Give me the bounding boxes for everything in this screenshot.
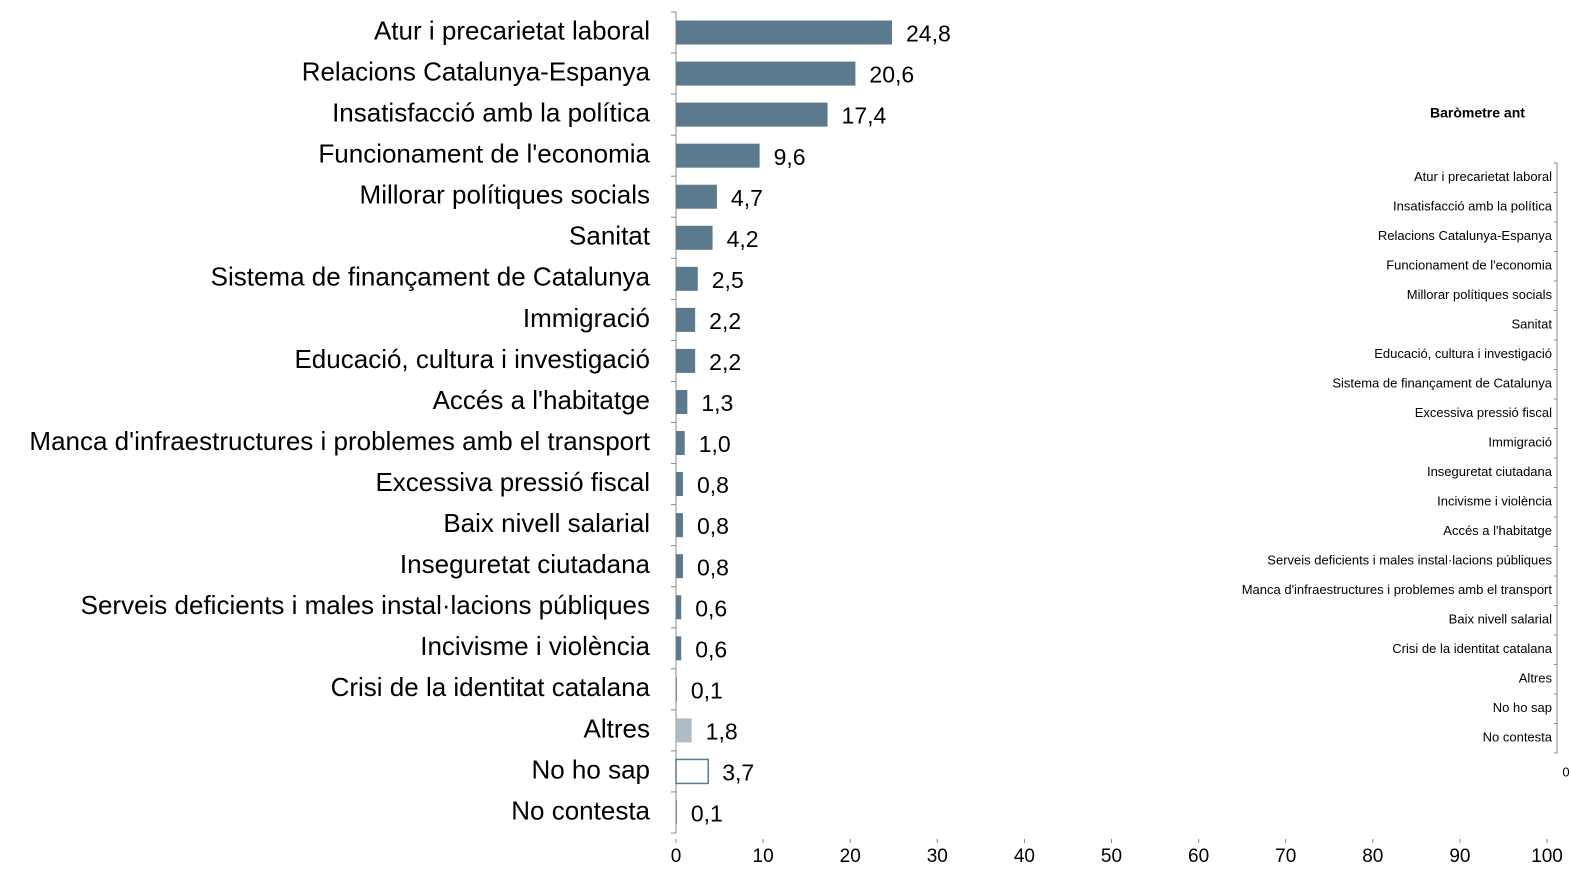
bar bbox=[676, 184, 717, 209]
category-label: Sistema de finançament de Catalunya bbox=[211, 262, 651, 292]
category-label: Incivisme i violència bbox=[1437, 494, 1553, 509]
x-tick-label: 10 bbox=[753, 846, 774, 867]
category-label: Accés a l'habitatge bbox=[433, 385, 650, 415]
category-label: Atur i precarietat laboral bbox=[1414, 169, 1552, 184]
value-label: 20,6 bbox=[869, 62, 914, 88]
value-label: 24,8 bbox=[906, 21, 951, 47]
category-label: Sanitat bbox=[569, 221, 651, 251]
category-label: Atur i precarietat laboral bbox=[374, 15, 650, 45]
bar bbox=[676, 513, 683, 538]
value-label: 2,2 bbox=[709, 308, 741, 334]
bar bbox=[676, 389, 688, 414]
x-tick-label: 40 bbox=[1014, 846, 1035, 867]
x-tick-label: 50 bbox=[1101, 846, 1122, 867]
category-label: Insatisfacció amb la política bbox=[1393, 199, 1553, 214]
category-label: Inseguretat ciutadana bbox=[1427, 464, 1553, 479]
x-tick-label: 30 bbox=[927, 846, 948, 867]
bar bbox=[676, 636, 682, 661]
bar bbox=[676, 61, 856, 86]
x-tick-label: 0 bbox=[1562, 764, 1569, 779]
chart-title: Baròmetre ant bbox=[1430, 105, 1525, 121]
category-label: Funcionament de l'economia bbox=[1386, 258, 1553, 273]
bar bbox=[675, 758, 709, 785]
bar bbox=[676, 266, 698, 291]
value-label: 17,4 bbox=[842, 103, 887, 129]
bar bbox=[676, 431, 685, 456]
category-label: Manca d'infraestructures i problemes amb… bbox=[1242, 582, 1553, 597]
x-tick-label: 90 bbox=[1449, 846, 1470, 867]
category-label: Millorar polítiques socials bbox=[360, 180, 650, 210]
category-label: Altres bbox=[584, 713, 650, 743]
bar bbox=[676, 554, 683, 579]
bar bbox=[676, 102, 828, 127]
category-label: Millorar polítiques socials bbox=[1407, 287, 1553, 302]
value-label: 9,6 bbox=[774, 144, 806, 170]
value-label: 4,2 bbox=[727, 226, 759, 252]
value-label: 2,2 bbox=[709, 349, 741, 375]
category-label: Educació, cultura i investigació bbox=[1374, 346, 1552, 361]
bar bbox=[676, 595, 682, 620]
category-label: Immigració bbox=[1488, 435, 1552, 450]
bar bbox=[676, 348, 696, 373]
category-label: Altres bbox=[1519, 671, 1553, 686]
value-label: 0,8 bbox=[697, 554, 729, 580]
value-label: 3,7 bbox=[722, 760, 754, 786]
value-label: 0,8 bbox=[697, 513, 729, 539]
bar bbox=[676, 225, 713, 250]
category-label: Sanitat bbox=[1512, 317, 1553, 332]
value-label: 1,0 bbox=[699, 431, 731, 457]
bar bbox=[676, 472, 683, 497]
category-label: Manca d'infraestructures i problemes amb… bbox=[29, 426, 650, 456]
value-label: 0,6 bbox=[695, 595, 727, 621]
x-tick-label: 0 bbox=[671, 846, 682, 867]
x-tick-label: 70 bbox=[1275, 846, 1296, 867]
category-label: Crisi de la identitat catalana bbox=[331, 672, 651, 702]
value-label: 0,8 bbox=[697, 472, 729, 498]
category-label: Sistema de finançament de Catalunya bbox=[1332, 376, 1552, 391]
bar bbox=[676, 143, 760, 168]
value-label: 2,5 bbox=[712, 267, 744, 293]
category-label: Insatisfacció amb la política bbox=[332, 98, 650, 128]
category-label: No ho sap bbox=[531, 754, 650, 784]
category-label: Relacions Catalunya-Espanya bbox=[302, 56, 651, 86]
x-tick-label: 20 bbox=[840, 846, 861, 867]
category-label: Baix nivell salarial bbox=[1449, 612, 1552, 627]
bar bbox=[676, 20, 893, 45]
bar bbox=[676, 677, 677, 702]
bar bbox=[676, 800, 677, 825]
category-label: Incivisme i violència bbox=[420, 631, 650, 661]
category-label: Serveis deficients i males instal·lacion… bbox=[1267, 553, 1552, 568]
value-label: 0,1 bbox=[691, 801, 723, 827]
category-label: Relacions Catalunya-Espanya bbox=[1378, 228, 1553, 243]
category-label: Accés a l'habitatge bbox=[1443, 523, 1552, 538]
category-label: Inseguretat ciutadana bbox=[400, 549, 651, 579]
category-label: Crisi de la identitat catalana bbox=[1392, 641, 1552, 656]
category-label: Excessiva pressió fiscal bbox=[375, 467, 650, 497]
value-label: 1,8 bbox=[706, 718, 738, 744]
category-label: No contesta bbox=[1483, 730, 1553, 745]
category-label: No contesta bbox=[511, 795, 650, 825]
value-label: 1,3 bbox=[701, 390, 733, 416]
value-label: 0,6 bbox=[695, 636, 727, 662]
category-label: No ho sap bbox=[1493, 700, 1552, 715]
x-tick-label: 80 bbox=[1362, 846, 1383, 867]
bar bbox=[676, 307, 696, 332]
category-label: Immigració bbox=[523, 303, 650, 333]
category-label: Baix nivell salarial bbox=[443, 508, 650, 538]
x-tick-label: 60 bbox=[1188, 846, 1209, 867]
x-tick-label: 100 bbox=[1531, 846, 1563, 867]
category-label: Educació, cultura i investigació bbox=[294, 344, 650, 374]
category-label: Funcionament de l'economia bbox=[318, 139, 650, 169]
value-label: 4,7 bbox=[731, 185, 763, 211]
category-label: Serveis deficients i males instal·lacion… bbox=[81, 590, 650, 620]
value-label: 0,1 bbox=[691, 677, 723, 703]
category-label: Excessiva pressió fiscal bbox=[1415, 405, 1552, 420]
bar bbox=[676, 718, 692, 743]
